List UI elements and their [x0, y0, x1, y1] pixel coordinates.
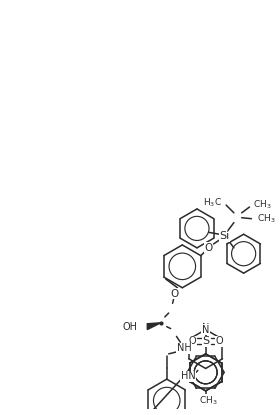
Text: NH: NH	[177, 343, 192, 353]
Text: CH$_3$: CH$_3$	[253, 199, 272, 211]
Text: HN: HN	[181, 371, 195, 381]
Text: N: N	[202, 325, 209, 334]
Text: S: S	[202, 336, 209, 346]
Text: O: O	[188, 336, 196, 346]
Text: CH$_3$: CH$_3$	[257, 212, 276, 225]
Text: CH$_3$: CH$_3$	[199, 394, 218, 407]
Text: H$_3$C: H$_3$C	[203, 197, 222, 210]
Polygon shape	[147, 323, 161, 330]
Text: O: O	[215, 336, 223, 346]
Text: O: O	[204, 243, 213, 253]
Text: OH: OH	[123, 322, 137, 332]
Text: Si: Si	[219, 231, 229, 241]
Text: N: N	[202, 322, 209, 333]
Text: N: N	[202, 325, 209, 334]
Text: N: N	[202, 325, 209, 334]
Text: O: O	[171, 288, 179, 298]
